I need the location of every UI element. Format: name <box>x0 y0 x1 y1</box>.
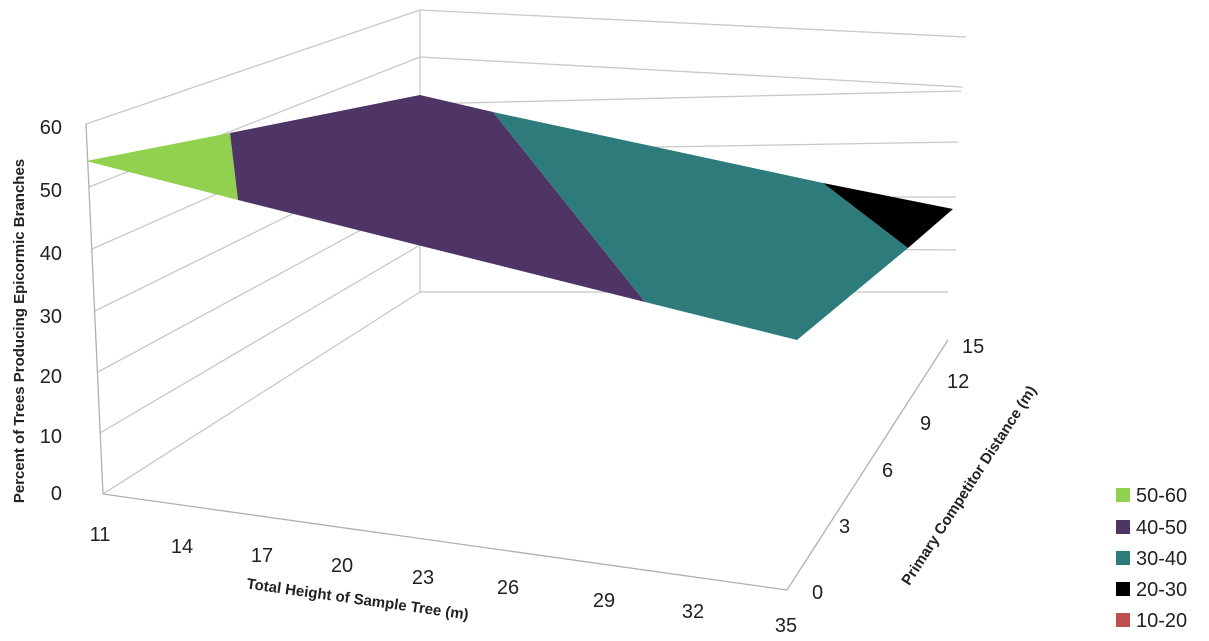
y-tick-9: 9 <box>920 413 931 435</box>
surface-region-30-40 <box>493 112 908 340</box>
side-gridline-10 <box>99 244 421 434</box>
legend-swatch-20-30 <box>1116 582 1130 596</box>
x-tick-23: 23 <box>412 567 434 589</box>
x-tick-20: 20 <box>331 555 353 577</box>
side-gridline-0 <box>102 291 421 495</box>
y-tick-6: 6 <box>882 460 893 482</box>
legend-label-30-40: 30-40 <box>1136 548 1187 570</box>
x-tick-32: 32 <box>682 601 704 623</box>
z-tick-0: 0 <box>51 483 62 505</box>
surface-region-20-30 <box>823 183 953 248</box>
y-axis-ticks: 0 3 6 9 12 15 <box>812 336 984 604</box>
side-wall-gridlines <box>85 9 421 495</box>
x-tick-26: 26 <box>497 577 519 599</box>
legend-label-10-20: 10-20 <box>1136 610 1187 632</box>
x-axis-title: Total Height of Sample Tree (m) <box>246 576 470 624</box>
back-gridline-60 <box>419 9 967 38</box>
z-tick-60: 60 <box>40 117 62 139</box>
legend-swatch-30-40 <box>1116 551 1130 565</box>
legend-label-20-30: 20-30 <box>1136 579 1187 601</box>
floor-edges <box>102 339 949 591</box>
x-tick-11: 11 <box>90 524 111 546</box>
back-gridline-40 <box>419 90 962 105</box>
y-tick-15: 15 <box>962 336 984 358</box>
x-tick-17: 17 <box>251 545 273 567</box>
vertical-axis-line <box>85 123 104 495</box>
x-tick-35: 35 <box>775 615 797 636</box>
x-tick-14: 14 <box>171 536 193 558</box>
legend-swatch-40-50 <box>1116 520 1130 534</box>
z-tick-50: 50 <box>40 180 62 202</box>
legend-swatch-50-60 <box>1116 488 1130 502</box>
y-tick-0: 0 <box>812 582 823 604</box>
z-tick-30: 30 <box>40 306 62 328</box>
x-axis-ticks: 11 14 17 20 23 26 29 32 35 <box>90 524 798 637</box>
y-axis-line <box>786 339 949 591</box>
x-tick-29: 29 <box>593 590 615 612</box>
legend: 50-60 40-50 30-40 20-30 10-20 <box>1116 485 1187 632</box>
side-gridline-60 <box>85 9 421 125</box>
surface-regions <box>86 95 953 340</box>
z-tick-10: 10 <box>40 426 62 448</box>
y-tick-3: 3 <box>839 516 850 538</box>
x-axis-line <box>102 493 788 591</box>
z-tick-20: 20 <box>40 366 62 388</box>
legend-label-50-60: 50-60 <box>1136 485 1187 507</box>
z-axis-title: Percent of Trees Producing Epicormic Bra… <box>11 159 28 503</box>
surface-region-40-50 <box>230 95 645 302</box>
z-axis-ticks: 0 10 20 30 40 50 60 <box>40 117 62 505</box>
y-tick-12: 12 <box>947 371 969 393</box>
back-gridline-50 <box>419 56 964 88</box>
z-tick-40: 40 <box>40 243 62 265</box>
legend-label-40-50: 40-50 <box>1136 517 1187 539</box>
surface-region-50-60 <box>86 133 238 200</box>
legend-swatch-10-20 <box>1116 613 1130 627</box>
